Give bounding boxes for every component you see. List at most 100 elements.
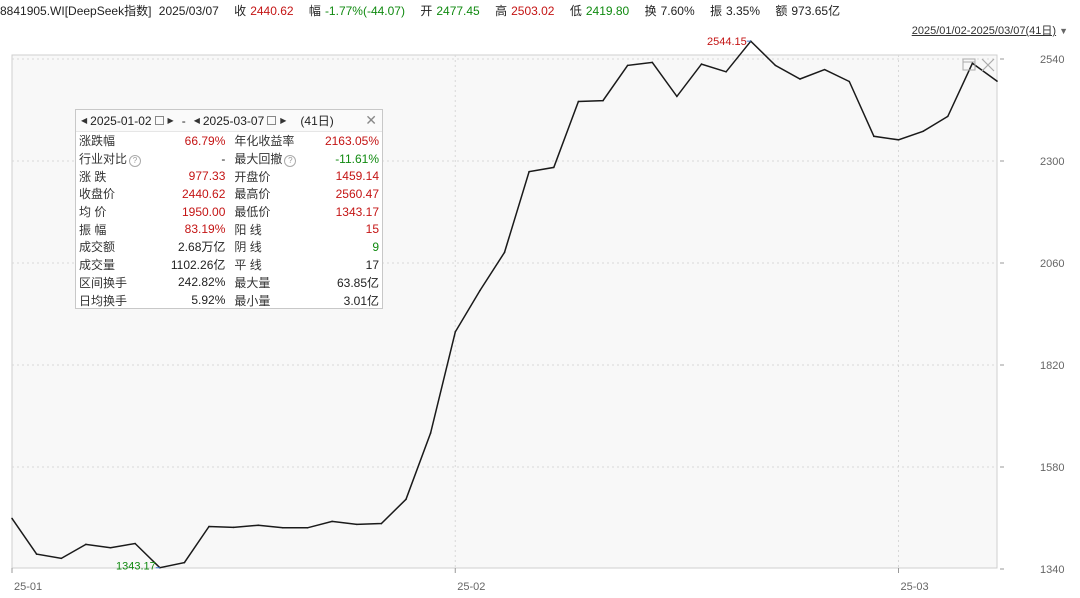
stat-label-text: 收盘价 — [79, 187, 116, 202]
high-label: 高 — [495, 4, 508, 18]
stat-label: 阳 线 — [231, 220, 299, 238]
next-start-icon[interactable]: ▶ — [167, 116, 174, 125]
stat-label-text: 最高价 — [234, 187, 271, 202]
stat-label-text: 年化收益率 — [234, 134, 295, 149]
stat-label: 日均换手 — [76, 291, 144, 309]
stat-value: 977.33 — [188, 169, 226, 184]
range-selector[interactable]: 2025/01/02-2025/03/07(41日) ▼ — [912, 22, 1068, 38]
stat-label-text: 均 价 — [79, 205, 107, 220]
close-icon[interactable] — [981, 58, 995, 72]
data-point — [479, 289, 481, 292]
data-point — [626, 64, 629, 67]
amount-label: 额 — [775, 4, 788, 18]
data-point — [11, 517, 13, 520]
data-point — [380, 522, 383, 525]
stats-row: 日均换手 5.92% 最小量 3.01亿 — [76, 291, 382, 309]
calendar-icon[interactable] — [154, 116, 164, 125]
stat-label-text: 最大回撤 — [234, 152, 283, 167]
stat-label: 开盘价 — [231, 167, 299, 185]
stat-label-text: 最低价 — [234, 205, 271, 220]
high-value: 2503.02 — [511, 4, 555, 18]
stat-value: 2.68万亿 — [178, 240, 226, 255]
interval-date-bar: ◀ 2025-01-02 ▶ - ◀ 2025-03-07 ▶ (41日) ✕ — [76, 110, 382, 132]
stat-value: 83.19% — [184, 222, 226, 237]
data-point — [774, 64, 777, 67]
amplitude-label: 振 — [709, 4, 722, 18]
extreme-label: 1343.17 — [116, 561, 156, 573]
stat-label-text: 成交量 — [79, 258, 116, 273]
stat-label-text: 平 线 — [234, 258, 262, 273]
date-separator: - — [181, 113, 186, 128]
stat-label: 最高价 — [231, 185, 299, 203]
chevron-down-icon: ▼ — [1059, 26, 1068, 36]
stats-row: 成交额 2.68万亿阴 线 9 — [76, 238, 382, 256]
stat-label: 最大量 — [231, 274, 299, 292]
data-point — [232, 526, 235, 529]
data-point — [183, 561, 186, 564]
x-axis: 25-01 25-02 25-03 — [11, 568, 929, 593]
stat-label-text: 涨 跌 — [79, 169, 107, 184]
y-tick-label: 2540 — [1040, 54, 1064, 66]
data-point — [405, 498, 407, 501]
extreme-label: 2544.15 — [707, 36, 747, 48]
data-point — [799, 78, 801, 80]
start-date[interactable]: 2025-01-02 — [90, 113, 152, 128]
stat-label: 阴 线 — [231, 238, 299, 256]
change-label: 幅 — [308, 4, 321, 18]
stat-value: 1950.00 — [181, 204, 226, 219]
stat-value: -11.61% — [335, 151, 379, 166]
open-value: 2477.45 — [436, 4, 480, 18]
stats-row: 收盘价 2440.62 最高价 2560.47 — [76, 185, 382, 203]
end-date[interactable]: 2025-03-07 — [202, 113, 265, 128]
x-tick-label: 25-01 — [14, 581, 42, 593]
data-point — [528, 170, 530, 173]
stat-value: 2440.62 — [181, 186, 226, 201]
data-point — [257, 524, 260, 527]
stats-table: 涨跌幅 66.79% 年化收益率 2163.05% 行业对比? - 最大回撤? -11.61%… — [76, 132, 382, 309]
help-icon[interactable]: ? — [284, 155, 297, 168]
data-point — [946, 115, 949, 118]
change-value: -1.77%(-44.07) — [324, 4, 405, 18]
stat-label-text: 阳 线 — [234, 222, 262, 237]
stat-value: 242.82% — [178, 275, 226, 290]
stat-value: 2560.47 — [335, 186, 379, 201]
stats-row: 行业对比? - 最大回撤? -11.61% — [76, 150, 382, 168]
y-tick-label: 1820 — [1040, 360, 1064, 372]
y-tick-label: 1340 — [1040, 564, 1064, 576]
stat-label: 涨跌幅 — [76, 132, 144, 150]
stat-label-text: 最大量 — [234, 275, 271, 290]
data-point — [306, 526, 309, 529]
x-tick-label: 25-02 — [457, 581, 485, 593]
turnover-value: 7.60% — [660, 4, 695, 18]
maximize-icon[interactable] — [962, 58, 976, 71]
stat-label-text: 成交额 — [79, 240, 116, 255]
next-end-icon[interactable]: ▶ — [280, 116, 287, 125]
stat-label-text: 开盘价 — [234, 169, 271, 184]
quote-date: 2025/03/07 — [158, 4, 219, 18]
stat-label: 最大回撤? — [231, 150, 299, 168]
stat-value: 2163.05% — [324, 133, 379, 148]
data-point — [454, 331, 457, 333]
stat-label: 成交额 — [76, 238, 144, 256]
y-tick-label: 2060 — [1040, 258, 1064, 270]
close-icon[interactable]: ✕ — [365, 112, 377, 128]
stat-label-text: 振 幅 — [79, 222, 107, 237]
y-tick-label: 2300 — [1040, 156, 1064, 168]
data-point — [355, 523, 358, 526]
data-point — [651, 61, 654, 64]
open-label: 开 — [420, 4, 433, 18]
data-point — [725, 70, 727, 73]
data-point — [503, 251, 506, 254]
range-text: 2025/01/02-2025/03/07(41日) — [911, 25, 1057, 37]
annotations: 2544.15 1343.17 — [116, 36, 751, 573]
help-icon[interactable]: ? — [129, 155, 142, 168]
stat-value: 1459.14 — [335, 169, 379, 184]
data-point — [971, 62, 974, 65]
prev-end-icon[interactable]: ◀ — [193, 116, 200, 125]
prev-start-icon[interactable]: ◀ — [81, 116, 88, 125]
stat-value: 3.01亿 — [343, 293, 379, 308]
chart-window-icons[interactable] — [962, 58, 995, 72]
stat-label: 最小量 — [231, 291, 299, 309]
stats-row: 区间换手 242.82% 最大量 63.85亿 — [76, 274, 382, 292]
calendar-icon[interactable] — [267, 116, 277, 125]
